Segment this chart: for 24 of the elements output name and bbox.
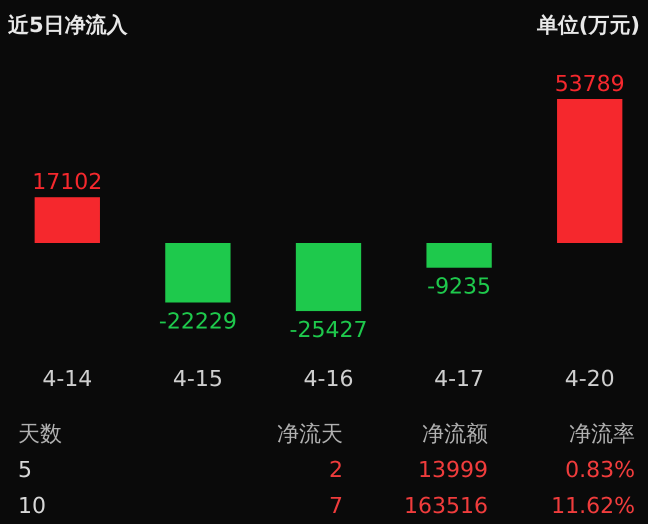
- data-label: 53789: [554, 72, 625, 97]
- x-tick-label: 4-16: [304, 367, 354, 392]
- data-label: -9235: [427, 274, 492, 300]
- text: 天数: [18, 422, 62, 447]
- x-tick-label: 4-15: [172, 367, 223, 392]
- text: 0.83%: [565, 458, 635, 483]
- text: 7: [329, 494, 343, 519]
- text: 13999: [418, 458, 488, 483]
- data-label: -22229: [158, 310, 237, 335]
- text: 净流率: [569, 422, 635, 447]
- text: 163516: [404, 494, 488, 519]
- text: 11.62%: [551, 494, 635, 519]
- data-label: 17102: [32, 170, 102, 196]
- x-tick-label: 4-17: [434, 367, 484, 392]
- chart-title: 近5日净流入: [7, 13, 129, 37]
- text: 净流额: [422, 422, 488, 447]
- x-tick-label: 4-14: [42, 367, 92, 392]
- text: 10: [18, 494, 46, 519]
- text: 5: [18, 458, 32, 483]
- x-tick-label: 4-20: [564, 367, 615, 392]
- chart-subtitle: 单位(万元): [536, 13, 640, 37]
- text: 净流天: [277, 422, 343, 447]
- data-label: -25427: [290, 318, 368, 344]
- text: 2: [329, 458, 343, 483]
